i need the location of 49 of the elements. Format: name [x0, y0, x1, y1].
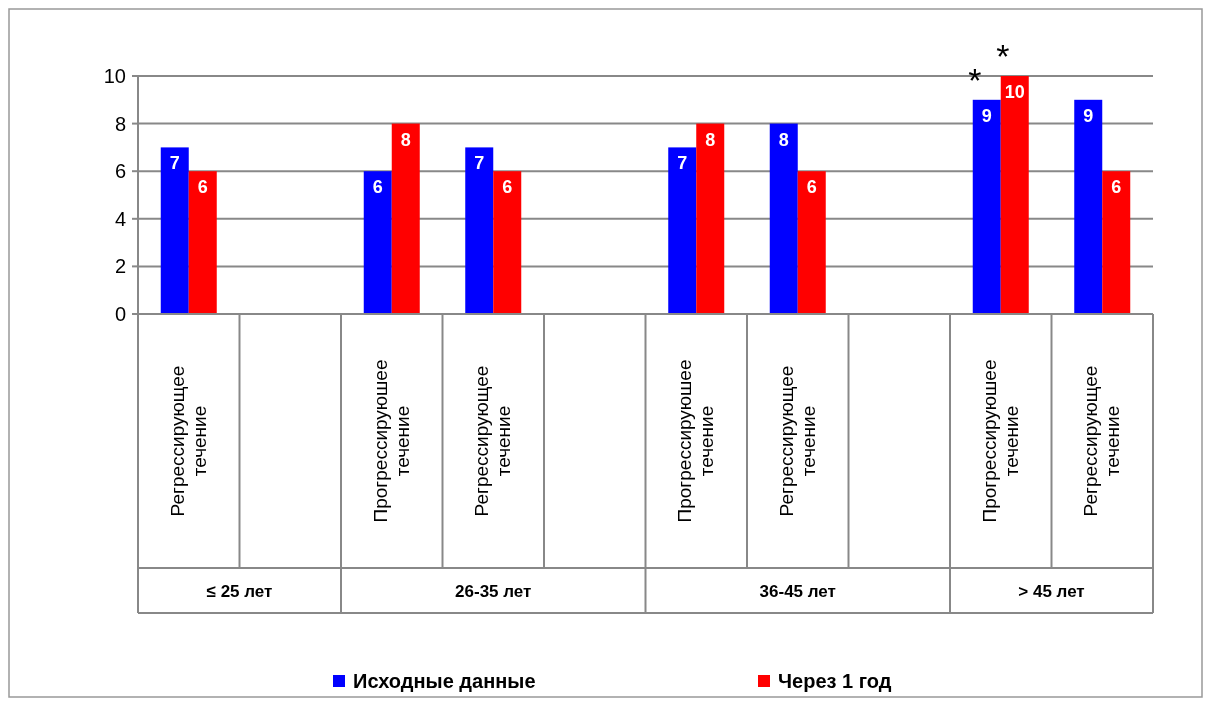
bar: [363, 171, 392, 314]
data-label: 10: [1004, 82, 1025, 102]
data-label: 8: [705, 129, 716, 150]
y-tick-label: 2: [114, 255, 126, 278]
text: ≤ 25 лет: [206, 582, 273, 601]
data-label: 9: [981, 105, 992, 126]
x-tick-label: Прогрессируюшее течение: [674, 359, 718, 523]
data-label: 8: [400, 129, 411, 150]
bar: [797, 171, 826, 314]
text: 36-45 лет: [759, 582, 836, 601]
bar: [1102, 171, 1131, 314]
x-tick-label: Прогрессируюшее течение: [369, 359, 413, 523]
data-label: 7: [677, 153, 688, 174]
text: *: [996, 37, 1010, 75]
text: 26-35 лет: [455, 582, 532, 601]
data-label: 6: [197, 177, 208, 198]
bar: [188, 171, 217, 314]
bar: [696, 123, 725, 314]
bar: [972, 99, 1001, 314]
bar: [1000, 76, 1029, 314]
data-label: 6: [502, 177, 513, 198]
bar: [493, 171, 522, 314]
data-label: 6: [806, 177, 817, 198]
y-tick-label: 10: [103, 65, 126, 87]
data-label: 7: [169, 153, 180, 174]
x-tick-label: Прогрессируюшее течение: [978, 359, 1022, 523]
data-label: 7: [474, 153, 485, 174]
data-label: 9: [1083, 105, 1094, 126]
x-tick-label: Регрессирующее течение: [775, 365, 819, 517]
y-tick-label: 8: [114, 112, 126, 135]
bar: [668, 147, 697, 314]
x-tick-label: Регрессирующее течение: [166, 365, 210, 517]
x-tick-label: Регрессирующее течение: [471, 365, 515, 517]
bar: [769, 123, 798, 314]
y-tick-label: 4: [114, 207, 126, 230]
data-label: 6: [372, 177, 383, 198]
data-label: 6: [1111, 177, 1122, 198]
bar: [465, 147, 494, 314]
text: > 45 лет: [1018, 582, 1085, 601]
bar: [1074, 99, 1103, 314]
x-tick-label: Регрессирующее течение: [1080, 365, 1124, 517]
legend-label: Через 1 год: [778, 670, 892, 692]
annotation: *: [968, 60, 982, 99]
y-tick-label: 0: [114, 303, 126, 325]
bar: [391, 123, 420, 314]
y-tick-label: 6: [114, 160, 126, 183]
data-label: 8: [778, 129, 789, 150]
legend-label: Исходные данные: [353, 670, 536, 692]
bar: [160, 147, 189, 314]
